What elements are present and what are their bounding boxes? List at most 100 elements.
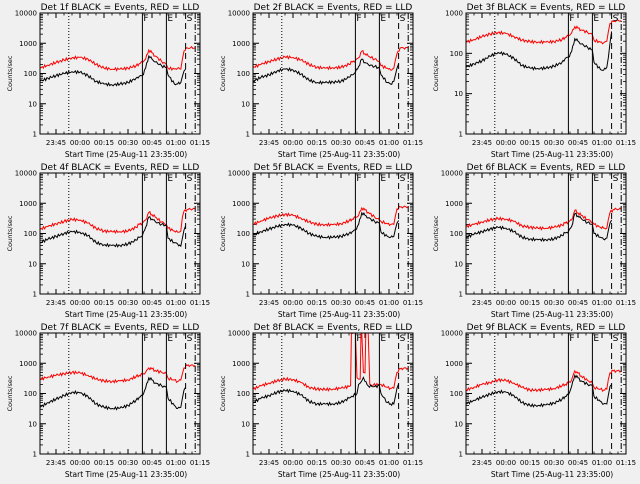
plot-frame: [39, 332, 201, 455]
x-tick-label: 00:30: [544, 299, 564, 307]
marker-label: S: [400, 14, 406, 24]
y-tick-label: 100: [24, 70, 37, 78]
y-tick-label: 1: [459, 291, 463, 299]
x-axis-label: Start Time (25-Aug-11 23:35:00): [65, 310, 187, 319]
y-axis-label: Counts/sec: [432, 55, 440, 91]
x-tick-label: 00:30: [544, 459, 564, 467]
x-tick-label: 01:00: [166, 139, 186, 147]
chart-svg: Det 8f BLACK = Events, RED = LLD Counts/s…: [219, 323, 423, 479]
x-tick-label: 00:00: [283, 459, 303, 467]
x-tick-label: 23:45: [259, 139, 279, 147]
x-tick-label: 23:45: [259, 299, 279, 307]
y-tick-label: 10000: [15, 10, 37, 18]
detector-panel: Det 2f BLACK = Events, RED = LLD Counts/s…: [213, 0, 426, 160]
chart-title: Det 4f BLACK = Events, RED = LLD: [41, 163, 200, 173]
detector-panel: Det 3f BLACK = Events, RED = LLD Counts/s…: [426, 0, 639, 160]
x-tick-label: 01:00: [379, 139, 399, 147]
x-tick-label: 23:45: [46, 139, 66, 147]
x-tick-label: 00:00: [70, 299, 90, 307]
events-series-line: [466, 31, 613, 71]
y-tick-label: 1: [33, 291, 37, 299]
y-tick-label: 100: [450, 230, 463, 238]
marker-label: S: [187, 14, 193, 24]
x-tick-label: 01:00: [592, 299, 612, 307]
x-tick-label: 00:15: [307, 299, 327, 307]
marker-label: E: [380, 174, 386, 184]
chart-svg: Det 6f BLACK = Events, RED = LLD Counts/s…: [432, 163, 636, 319]
marker-label: S: [613, 334, 619, 344]
x-tick-label: 00:15: [520, 299, 540, 307]
x-axis-label: Start Time (25-Aug-11 23:35:00): [278, 470, 400, 479]
x-tick-label: 00:15: [520, 459, 540, 467]
chart-title: Det 3f BLACK = Events, RED = LLD: [467, 3, 626, 13]
x-tick-label: 00:00: [283, 299, 303, 307]
events-series-line: [40, 216, 187, 248]
x-tick-label: 01:15: [403, 139, 423, 147]
y-tick-label: 1000: [445, 10, 463, 18]
y-tick-label: 10000: [228, 170, 250, 178]
y-tick-label: 100: [450, 50, 463, 58]
x-tick-label: 00:45: [355, 139, 375, 147]
x-tick-label: 23:45: [259, 459, 279, 467]
marker-label: S: [400, 334, 406, 344]
plot-frame: [39, 12, 201, 135]
chart-title: Det 6f BLACK = Events, RED = LLD: [467, 163, 626, 173]
detector-panel: Det 5f BLACK = Events, RED = LLD Counts/s…: [213, 160, 426, 320]
y-tick-label: 1: [33, 451, 37, 459]
y-axis-label: Counts/sec: [6, 375, 14, 411]
x-tick-label: 00:30: [331, 459, 351, 467]
marker-label: F: [569, 334, 574, 344]
y-tick-label: 1000: [232, 360, 250, 368]
x-axis-label: Start Time (25-Aug-11 23:35:00): [65, 470, 187, 479]
x-tick-label: 00:45: [568, 299, 588, 307]
y-tick-label: 1: [459, 131, 463, 139]
x-tick-label: 23:45: [472, 299, 492, 307]
x-tick-label: 01:00: [166, 299, 186, 307]
y-tick-label: 1: [246, 291, 250, 299]
y-axis-label: Counts/sec: [219, 375, 227, 411]
marker-label: F: [356, 334, 361, 344]
marker-label: E: [167, 334, 173, 344]
y-tick-label: 10: [454, 260, 463, 268]
y-tick-label: 1000: [232, 40, 250, 48]
y-tick-label: 1000: [232, 200, 250, 208]
x-tick-label: 00:45: [355, 299, 375, 307]
y-tick-label: 100: [24, 390, 37, 398]
detector-panel: Det 4f BLACK = Events, RED = LLD Counts/s…: [0, 160, 213, 320]
x-tick-label: 00:30: [331, 299, 351, 307]
chart-svg: Det 3f BLACK = Events, RED = LLD Counts/s…: [432, 3, 636, 159]
x-tick-label: 00:00: [496, 459, 516, 467]
y-tick-label: 10000: [228, 10, 250, 18]
marker-label: S: [613, 14, 619, 24]
chart-title: Det 2f BLACK = Events, RED = LLD: [254, 3, 413, 13]
y-tick-label: 10: [241, 100, 250, 108]
y-axis-label: Counts/sec: [6, 55, 14, 91]
x-tick-label: 01:00: [379, 459, 399, 467]
events-series-line: [466, 373, 612, 408]
y-tick-label: 1000: [19, 200, 37, 208]
y-tick-label: 1000: [445, 200, 463, 208]
x-tick-label: 00:30: [331, 139, 351, 147]
x-tick-label: 00:15: [520, 139, 540, 147]
y-tick-label: 1000: [19, 40, 37, 48]
events-series-line: [253, 211, 400, 240]
x-tick-label: 00:15: [94, 459, 114, 467]
chart-title: Det 5f BLACK = Events, RED = LLD: [254, 163, 413, 173]
y-tick-label: 10: [454, 420, 463, 428]
lld-series-line: [253, 46, 409, 71]
lld-series-line: [40, 364, 196, 384]
chart-title: Det 7f BLACK = Events, RED = LLD: [41, 323, 200, 333]
y-axis-label: Counts/sec: [432, 215, 440, 251]
x-tick-label: 00:00: [496, 299, 516, 307]
y-tick-label: 100: [237, 390, 250, 398]
x-tick-label: 00:45: [142, 299, 162, 307]
x-tick-label: 00:15: [307, 139, 327, 147]
chart-title: Det 9f BLACK = Events, RED = LLD: [467, 323, 626, 333]
y-tick-label: 1: [33, 131, 37, 139]
y-tick-label: 1: [246, 451, 250, 459]
plot-frame: [465, 12, 627, 135]
y-tick-label: 10: [28, 260, 37, 268]
lld-series-line: [466, 369, 622, 393]
x-tick-label: 00:30: [118, 459, 138, 467]
events-series-line: [466, 212, 613, 242]
